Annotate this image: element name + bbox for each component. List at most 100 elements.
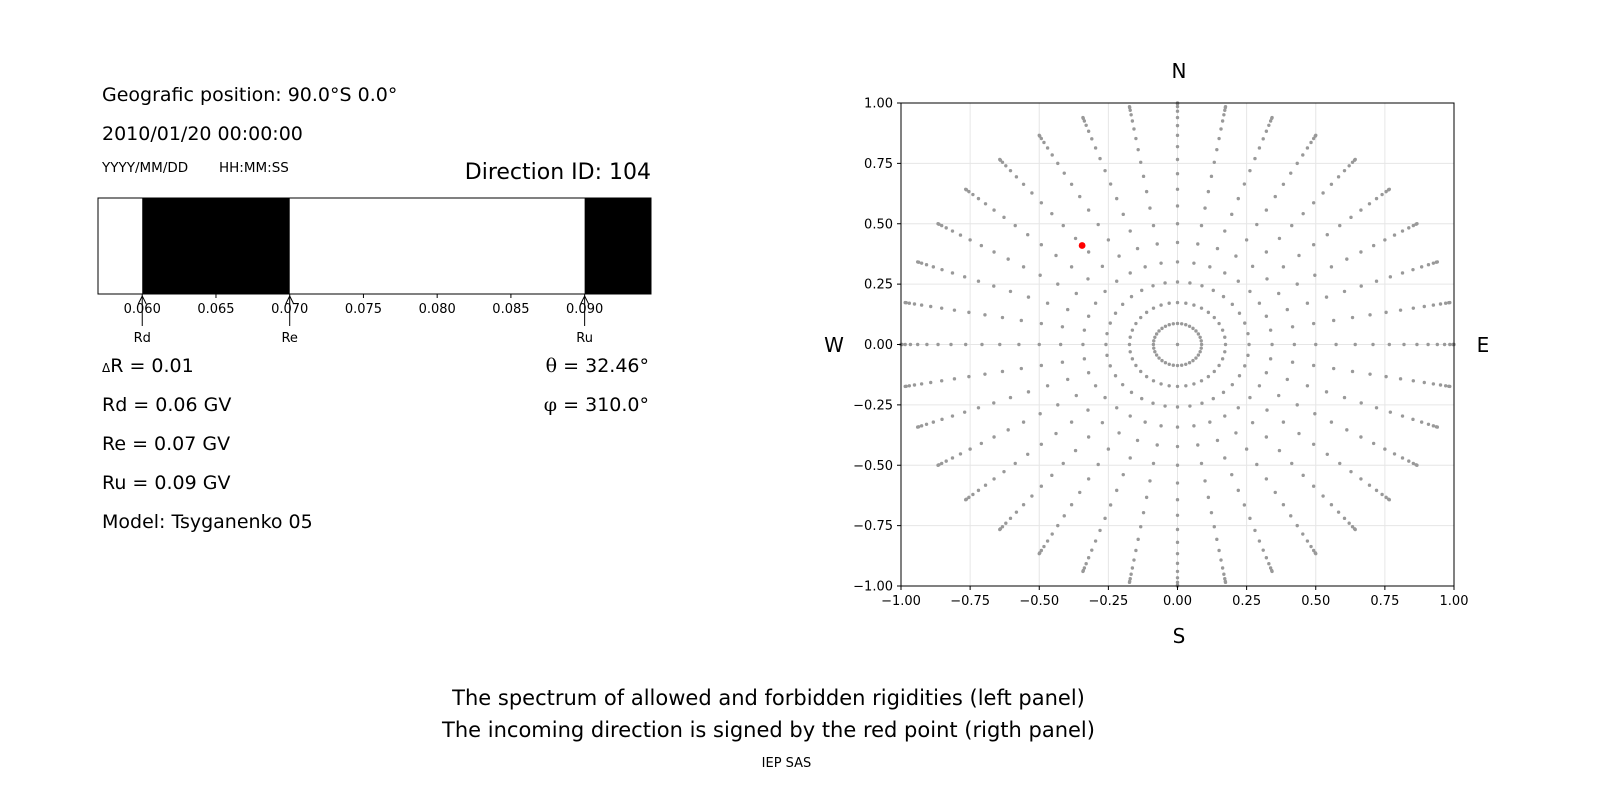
direction-point [962, 275, 967, 279]
direction-point [1000, 315, 1005, 320]
direction-point [1230, 212, 1234, 217]
direction-point [1324, 390, 1329, 394]
direction-point [1073, 236, 1078, 241]
direction-point [958, 233, 963, 237]
direction-point [1209, 510, 1214, 515]
direction-point [1019, 318, 1024, 323]
direction-point [1349, 215, 1353, 220]
direction-point [1105, 353, 1109, 358]
direction-point [950, 229, 955, 233]
y-tick-label: 0.00 [864, 338, 893, 353]
direction-point [931, 420, 936, 424]
direction-point [1084, 123, 1088, 127]
direction-point [1222, 113, 1226, 117]
direction-point [1042, 544, 1046, 549]
direction-point [1313, 273, 1317, 277]
direction-point [1349, 469, 1353, 474]
direction-point [1359, 435, 1363, 439]
direction-point [1237, 311, 1242, 315]
direction-point [1198, 335, 1202, 340]
direction-point [925, 342, 929, 347]
direction-point [1443, 384, 1448, 388]
direction-point [903, 342, 907, 347]
direction-point [1115, 279, 1119, 283]
direction-point [1157, 356, 1161, 360]
direction-point [1159, 303, 1163, 307]
direction-point [1242, 503, 1247, 507]
direction-point [1175, 513, 1180, 517]
direction-id: Direction ID: 104 [464, 160, 651, 185]
direction-point [1090, 548, 1094, 552]
direction-point [1042, 140, 1046, 145]
direction-point [1175, 384, 1180, 389]
direction-point [1175, 104, 1180, 109]
direction-point [940, 417, 944, 422]
direction-point [1160, 326, 1164, 331]
direction-point [1175, 580, 1180, 585]
direction-point [1234, 431, 1238, 435]
direction-point [1311, 484, 1316, 488]
direction-point [976, 279, 981, 283]
direction-point [1268, 328, 1273, 332]
direction-point [1311, 201, 1316, 205]
direction-point [1151, 401, 1155, 405]
x-tick-label: 0.075 [345, 302, 382, 317]
direction-point [1281, 265, 1286, 269]
direction-point [1345, 257, 1349, 261]
direction-point [919, 424, 924, 428]
direction-point [915, 342, 920, 347]
direction-point [1359, 477, 1363, 481]
direction-point [1130, 566, 1135, 570]
x-tick-label: 0.50 [1301, 594, 1330, 609]
direction-point [1257, 539, 1262, 543]
direction-point [929, 304, 933, 309]
direction-point [1277, 236, 1282, 241]
direction-point [1175, 187, 1180, 191]
direction-point [1359, 284, 1363, 288]
direction-point [1268, 566, 1273, 570]
direction-point [1002, 469, 1006, 474]
direction-point [1222, 572, 1226, 576]
direction-point [1103, 289, 1107, 294]
direction-point [1324, 295, 1329, 299]
direction-point [1121, 472, 1125, 477]
direction-point [1000, 369, 1005, 374]
direction-point [976, 488, 981, 493]
direction-point [1289, 171, 1293, 175]
direction-point [992, 250, 996, 254]
direction-point [1220, 357, 1225, 361]
direction-point [1402, 342, 1406, 347]
x-tick-label: 0.25 [1232, 594, 1261, 609]
direction-point [1175, 204, 1180, 208]
direction-point [1069, 503, 1074, 507]
direction-point [1350, 369, 1355, 374]
y-tick-label: −1.00 [853, 580, 893, 595]
direction-point [1196, 353, 1201, 357]
direction-point [1096, 462, 1100, 467]
direction-point [1179, 363, 1184, 367]
direction-point [1384, 189, 1388, 194]
direction-point [936, 463, 940, 467]
direction-point [1295, 282, 1299, 286]
direction-point [1220, 328, 1225, 332]
direction-point [1384, 310, 1388, 315]
re-value: Re = 0.07 GV [102, 433, 231, 455]
direction-point [1061, 461, 1065, 466]
direction-point [1191, 326, 1195, 331]
direction-point [1359, 208, 1363, 212]
direction-point [1184, 384, 1188, 388]
direction-point [998, 342, 1002, 347]
direction-point [1206, 189, 1211, 194]
direction-point [1175, 425, 1180, 429]
direction-point [1290, 461, 1294, 466]
direction-point [1383, 238, 1387, 242]
direction-point [980, 342, 984, 347]
direction-point [1191, 358, 1195, 363]
direction-point [1093, 146, 1098, 150]
x-tick-label: −1.00 [881, 594, 921, 609]
direction-point [983, 313, 987, 317]
direction-point [1026, 295, 1031, 299]
direction-point [940, 267, 944, 272]
direction-point [1096, 222, 1100, 227]
direction-point [1314, 342, 1318, 347]
